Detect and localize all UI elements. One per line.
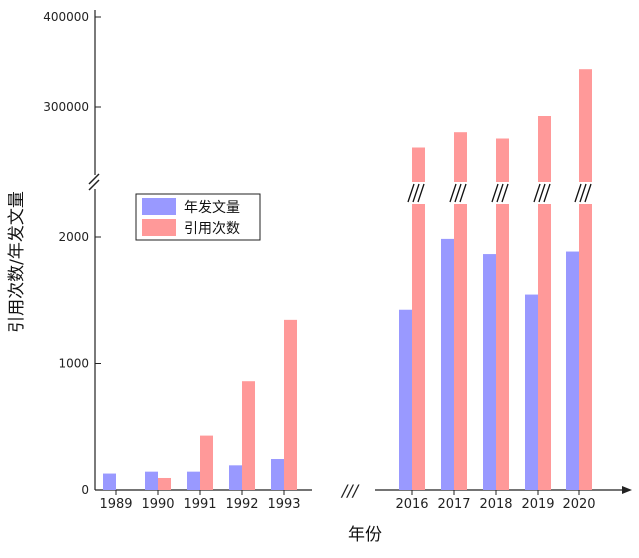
bar-citations-1993 (284, 319, 297, 490)
bar-publications-1990 (145, 471, 158, 490)
y-axis-label: 引用次数/年发文量 (7, 191, 27, 333)
x-tick-label: 1989 (99, 497, 132, 512)
bar-publications-1993 (271, 459, 284, 490)
bar-break-stroke-2 (501, 183, 509, 203)
bar-break-stroke-0 (491, 183, 499, 203)
bar-publications-2020 (566, 251, 579, 490)
bar-break-stroke-0 (533, 183, 541, 203)
bar-citations-2017 (454, 132, 467, 490)
x-tick-label: 1992 (225, 497, 258, 512)
bar-break-stroke-2 (417, 183, 425, 203)
x-tick-label: 1990 (141, 497, 174, 512)
x-tick-label: 2019 (521, 497, 554, 512)
x-tick-label: 2018 (479, 497, 512, 512)
legend-swatch-0 (142, 198, 176, 215)
bar-break-stroke-1 (454, 183, 462, 203)
bar-break-stroke-1 (412, 183, 420, 203)
x-tick-label: 1991 (183, 497, 216, 512)
bar-publications-1991 (187, 471, 200, 490)
y-axis-break-mark-1 (88, 179, 100, 191)
bar-break-stroke-0 (407, 183, 415, 203)
bar-break-stroke-1 (579, 183, 587, 203)
x-axis-label: 年份 (348, 525, 382, 545)
bar-publications-2018 (483, 254, 496, 490)
legend-label: 年发文量 (184, 200, 240, 216)
bar-break-stroke-2 (584, 183, 592, 203)
bar-break-mark-2018 (491, 182, 510, 204)
y-tick-label: 2000 (58, 230, 89, 244)
bar-break-stroke-2 (459, 183, 467, 203)
bar-break-mark-2020 (574, 182, 593, 204)
bar-publications-1989 (103, 473, 116, 490)
bar-publications-2016 (399, 309, 412, 490)
bar-break-stroke-0 (574, 183, 582, 203)
y-tick-label: 400000 (43, 10, 89, 24)
legend-label: 引用次数 (184, 221, 240, 237)
legend-swatch-1 (142, 219, 176, 236)
bar-publications-1992 (229, 465, 242, 490)
bar-break-stroke-2 (543, 183, 551, 203)
bar-citations-1990 (158, 477, 171, 490)
x-tick-label: 2017 (437, 497, 470, 512)
x-axis-arrow-icon (622, 486, 632, 494)
y-tick-label: 1000 (58, 357, 89, 371)
bar-break-stroke-1 (538, 183, 546, 203)
x-axis-break-mark: /// (340, 481, 360, 500)
bar-publications-2017 (441, 238, 454, 490)
bar-citations-2020 (579, 69, 592, 490)
y-tick-label: 300000 (43, 100, 89, 114)
bar-citations-2018 (496, 138, 509, 490)
bar-break-stroke-0 (449, 183, 457, 203)
bars (103, 69, 593, 490)
bar-citations-1991 (200, 435, 213, 490)
bar-citations-2019 (538, 116, 551, 490)
bar-break-stroke-1 (496, 183, 504, 203)
x-tick-label: 1993 (267, 497, 300, 512)
bar-break-mark-2019 (533, 182, 552, 204)
x-tick-label: 2020 (562, 497, 595, 512)
bar-break-mark-2017 (449, 182, 468, 204)
y-tick-label: 0 (81, 483, 89, 497)
x-tick-label: 2016 (395, 497, 428, 512)
tick-labels: 0 1000 2000 300000 400000 1989 1990 1991 1992 199… (43, 10, 595, 512)
y-axis-break-mark-0 (88, 173, 100, 185)
bar-citations-1992 (242, 381, 255, 490)
bar-break-mark-2016 (407, 182, 426, 204)
bar-publications-2019 (525, 294, 538, 490)
bar-citations-2016 (412, 147, 425, 490)
